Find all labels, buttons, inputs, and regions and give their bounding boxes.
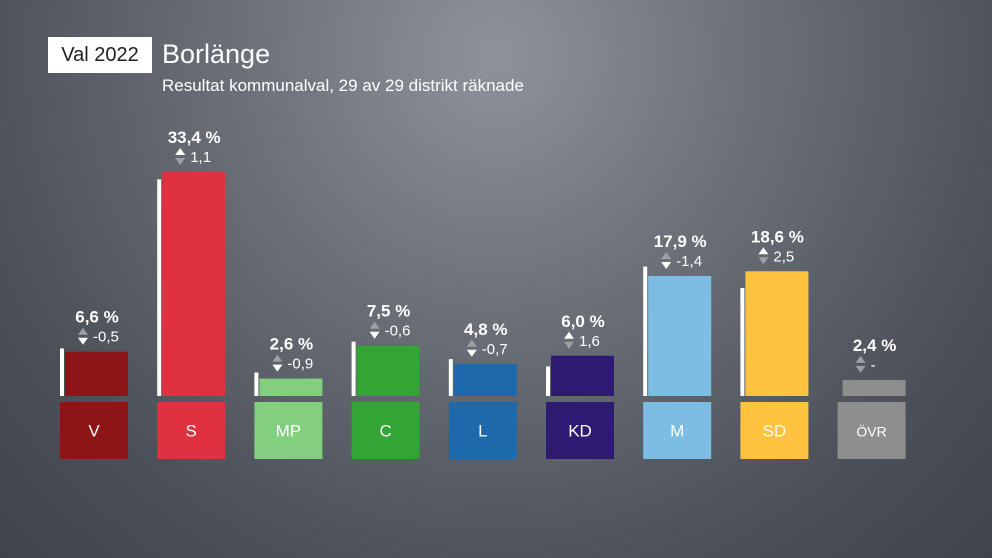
previous-result-marker-m bbox=[643, 266, 648, 396]
change-up-icon bbox=[564, 331, 574, 339]
previous-result-marker-l bbox=[448, 359, 453, 396]
party-box-c bbox=[351, 402, 420, 459]
change-label-v: -0,5 bbox=[93, 329, 119, 346]
bar-v bbox=[65, 351, 128, 396]
change-label-c: -0,6 bbox=[385, 323, 411, 340]
change-label-sd: 2,5 bbox=[773, 248, 794, 265]
value-label-v: 6,6 % bbox=[75, 308, 118, 327]
change-label-l: -0,7 bbox=[482, 341, 508, 358]
bar-m bbox=[648, 275, 712, 396]
party-box-mp bbox=[254, 402, 323, 459]
change-up-icon bbox=[466, 339, 477, 347]
previous-result-marker-sd bbox=[740, 288, 745, 396]
bar-c bbox=[356, 345, 420, 396]
bar-kd bbox=[551, 355, 614, 396]
previous-result-marker-mp bbox=[254, 372, 259, 396]
previous-result-marker-s bbox=[157, 179, 162, 396]
change-down-icon bbox=[272, 364, 283, 372]
party-box-m bbox=[643, 402, 712, 459]
change-up-icon bbox=[272, 354, 283, 362]
change-up-icon bbox=[369, 321, 380, 329]
party-label-kd: KD bbox=[568, 422, 592, 441]
bar-l bbox=[453, 363, 517, 396]
change-label-mp: -0,9 bbox=[287, 356, 313, 373]
change-down-icon bbox=[661, 261, 672, 269]
value-label-sd: 18,6 % bbox=[751, 227, 804, 246]
previous-result-marker-kd bbox=[546, 366, 550, 396]
change-down-icon bbox=[855, 365, 866, 373]
party-box-kd bbox=[546, 402, 614, 459]
party-label-sd: SD bbox=[763, 422, 787, 441]
party-label-mp: MP bbox=[276, 422, 302, 441]
party-label-l: L bbox=[478, 422, 487, 441]
bar-sd bbox=[745, 271, 809, 396]
change-up-icon bbox=[78, 327, 88, 335]
party-label-ovr: ÖVR bbox=[856, 423, 886, 440]
value-label-kd: 6,0 % bbox=[561, 312, 604, 331]
change-down-icon bbox=[78, 337, 88, 345]
party-box-s bbox=[157, 402, 226, 459]
value-label-c: 7,5 % bbox=[367, 302, 410, 321]
previous-result-marker-c bbox=[351, 341, 356, 396]
bar-ovr bbox=[842, 379, 906, 396]
party-label-v: V bbox=[88, 422, 100, 441]
change-up-icon bbox=[855, 355, 866, 363]
page-title: Borlänge bbox=[162, 39, 271, 69]
election-badge: Val 2022 bbox=[48, 37, 152, 73]
change-down-icon bbox=[758, 257, 769, 265]
value-label-s: 33,4 % bbox=[168, 128, 221, 147]
change-down-icon bbox=[175, 158, 186, 166]
value-label-ovr: 2,4 % bbox=[853, 336, 896, 355]
change-label-m: -1,4 bbox=[676, 253, 702, 270]
value-label-l: 4,8 % bbox=[464, 320, 507, 339]
page-subtitle: Resultat kommunalval, 29 av 29 distrikt … bbox=[162, 76, 524, 95]
value-label-m: 17,9 % bbox=[654, 232, 707, 251]
bar-mp bbox=[259, 378, 323, 396]
change-down-icon bbox=[369, 331, 380, 339]
change-label-ovr: - bbox=[871, 357, 876, 374]
party-box-v bbox=[60, 402, 128, 459]
party-label-c: C bbox=[379, 422, 391, 441]
party-box-sd bbox=[740, 402, 809, 459]
value-label-mp: 2,6 % bbox=[270, 335, 313, 354]
change-up-icon bbox=[758, 247, 769, 255]
change-label-s: 1,1 bbox=[190, 149, 211, 166]
change-up-icon bbox=[175, 148, 186, 156]
bar-s bbox=[162, 172, 226, 396]
party-box-ovr bbox=[837, 402, 906, 459]
party-label-m: M bbox=[670, 422, 684, 441]
party-label-s: S bbox=[186, 422, 197, 441]
change-down-icon bbox=[564, 341, 574, 349]
change-label-kd: 1,6 bbox=[579, 333, 600, 350]
change-up-icon bbox=[661, 251, 672, 259]
change-down-icon bbox=[466, 349, 477, 357]
previous-result-marker-v bbox=[60, 348, 64, 396]
party-box-l bbox=[448, 402, 517, 459]
